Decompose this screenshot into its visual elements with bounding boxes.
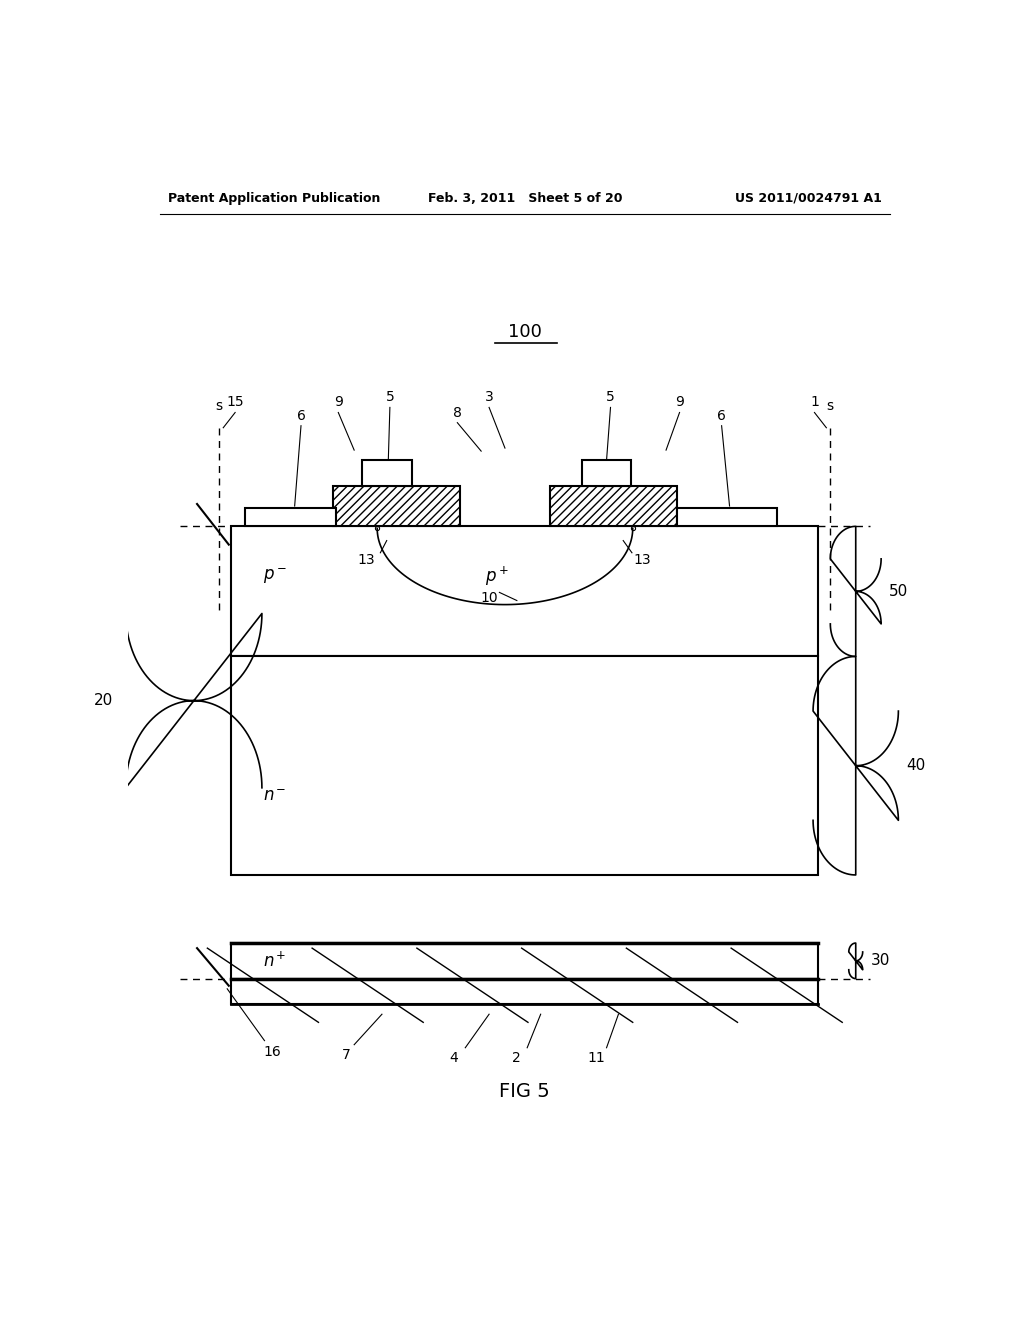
Text: 100: 100 xyxy=(508,323,542,342)
Bar xyxy=(362,461,412,486)
Text: 3: 3 xyxy=(484,391,494,404)
Text: 6: 6 xyxy=(297,409,305,422)
Text: Feb. 3, 2011   Sheet 5 of 20: Feb. 3, 2011 Sheet 5 of 20 xyxy=(428,191,622,205)
Text: 15: 15 xyxy=(226,396,244,409)
Text: 16: 16 xyxy=(263,1044,282,1059)
Text: 40: 40 xyxy=(906,758,926,774)
Bar xyxy=(231,942,818,978)
Text: US 2011/0024791 A1: US 2011/0024791 A1 xyxy=(735,191,882,205)
Bar xyxy=(677,508,777,527)
Text: 50: 50 xyxy=(889,583,908,599)
Text: 9: 9 xyxy=(675,396,684,409)
Text: 5: 5 xyxy=(606,391,614,404)
Text: 8: 8 xyxy=(453,405,462,420)
Bar xyxy=(246,508,336,527)
Text: 4: 4 xyxy=(449,1051,458,1065)
Text: Patent Application Publication: Patent Application Publication xyxy=(168,191,380,205)
Text: 9: 9 xyxy=(334,396,343,409)
Text: 5: 5 xyxy=(385,391,394,404)
Text: p$^+$: p$^+$ xyxy=(485,565,509,587)
Bar xyxy=(231,527,818,656)
Text: 1: 1 xyxy=(810,396,819,409)
Text: 30: 30 xyxy=(870,953,890,969)
Text: 7: 7 xyxy=(342,1048,350,1061)
Text: 11: 11 xyxy=(588,1051,605,1065)
Bar xyxy=(550,486,677,527)
Text: 2: 2 xyxy=(512,1051,521,1065)
Text: FIG 5: FIG 5 xyxy=(500,1081,550,1101)
Text: p$^-$: p$^-$ xyxy=(263,566,287,586)
Text: s: s xyxy=(216,399,223,412)
Bar xyxy=(231,656,818,875)
Text: n$^+$: n$^+$ xyxy=(263,952,287,970)
Bar xyxy=(333,486,460,527)
Text: 20: 20 xyxy=(94,693,114,708)
Text: 6: 6 xyxy=(717,409,726,422)
Text: 13: 13 xyxy=(634,553,651,566)
Text: s: s xyxy=(826,399,834,412)
Bar xyxy=(582,461,631,486)
Text: 10: 10 xyxy=(480,591,498,606)
Text: n$^-$: n$^-$ xyxy=(263,787,287,805)
Bar xyxy=(231,978,818,1005)
Text: 13: 13 xyxy=(357,553,375,566)
